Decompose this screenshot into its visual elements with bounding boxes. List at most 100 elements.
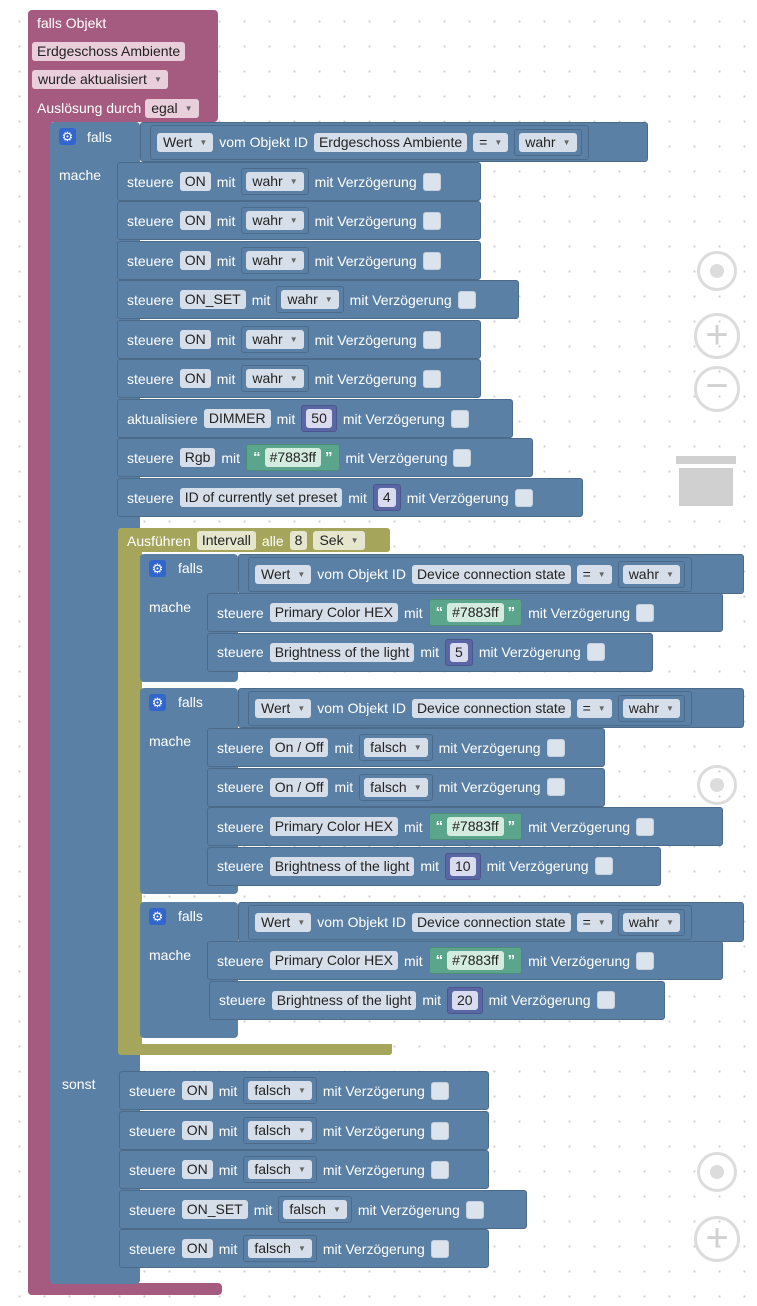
compare-block[interactable]: Wert ▼ vom Objekt ID Device connection stat…: [248, 690, 692, 726]
value-type-dropdown[interactable]: Wert ▼: [255, 564, 312, 584]
bool-dropdown[interactable]: wahr ▼: [519, 132, 577, 152]
string-value[interactable]: #7883ff: [447, 817, 504, 836]
main-if-condition[interactable]: Wert ▼ vom Objekt ID Erdgeschoss Ambiente…: [140, 122, 648, 162]
delay-checkbox[interactable]: [453, 448, 472, 467]
bool-dropdown[interactable]: wahr ▼: [622, 698, 680, 718]
number-block[interactable]: 50: [301, 405, 337, 432]
operator-dropdown[interactable]: = ▼: [576, 912, 612, 932]
bool-block[interactable]: falsch ▼: [243, 1156, 317, 1183]
operator-dropdown[interactable]: = ▼: [576, 564, 612, 584]
trigger-source-dropdown[interactable]: egal ▼: [145, 99, 199, 118]
inner-if-condition[interactable]: Wert ▼ vom Objekt ID Device connection stat…: [238, 554, 744, 594]
target-object[interactable]: ON: [179, 369, 211, 388]
action-block[interactable]: steuere ON mit wahr ▼ mit Verzögerung: [117, 201, 481, 240]
object-id-value[interactable]: Erdgeschoss Ambiente: [313, 132, 468, 152]
delay-checkbox[interactable]: [430, 1239, 449, 1258]
string-value[interactable]: #7883ff: [264, 448, 322, 467]
bool-block[interactable]: wahr ▼: [514, 128, 582, 156]
bool-block[interactable]: falsch ▼: [278, 1196, 352, 1223]
action-block[interactable]: steuere Brightness of the light mit 20 mit V…: [209, 980, 665, 1020]
string-block[interactable]: “#7883ff”: [428, 599, 523, 626]
bool-dropdown[interactable]: wahr ▼: [281, 290, 339, 309]
recenter-icon[interactable]: [697, 1152, 737, 1192]
bool-block[interactable]: falsch ▼: [243, 1117, 317, 1144]
bool-block[interactable]: wahr ▼: [617, 908, 685, 936]
number-block[interactable]: 5: [445, 638, 473, 666]
target-object[interactable]: Primary Color HEX: [269, 817, 398, 836]
compare-block[interactable]: Wert ▼ vom Objekt ID Erdgeschoss Ambiente…: [150, 124, 589, 160]
target-object[interactable]: ON: [179, 172, 211, 191]
target-object[interactable]: ID of currently set preset: [179, 488, 343, 507]
action-block[interactable]: steuere Primary Color HEX mit “#7883ff” mit …: [207, 807, 723, 846]
target-object[interactable]: ON: [181, 1239, 213, 1258]
bool-dropdown[interactable]: falsch ▼: [364, 777, 428, 797]
interval-unit-dropdown[interactable]: Sek ▼: [313, 531, 365, 550]
recenter-icon[interactable]: [697, 251, 737, 291]
bool-block[interactable]: falsch ▼: [243, 1235, 317, 1262]
value-type-dropdown[interactable]: Wert ▼: [157, 132, 214, 152]
trigger-object[interactable]: Erdgeschoss Ambiente: [32, 42, 186, 61]
bool-block[interactable]: wahr ▼: [241, 365, 309, 392]
gear-icon[interactable]: ⚙: [149, 908, 166, 925]
bool-block[interactable]: wahr ▼: [241, 326, 309, 353]
bool-dropdown[interactable]: falsch ▼: [248, 1160, 312, 1179]
bool-block[interactable]: wahr ▼: [241, 247, 309, 274]
bool-block[interactable]: wahr ▼: [241, 207, 309, 234]
bool-dropdown[interactable]: wahr ▼: [246, 211, 304, 230]
target-object[interactable]: ON: [179, 330, 211, 349]
delay-checkbox[interactable]: [636, 951, 655, 970]
value-type-dropdown[interactable]: Wert ▼: [255, 912, 312, 932]
object-id-value[interactable]: Device connection state: [411, 564, 571, 584]
target-object[interactable]: ON: [179, 211, 211, 230]
target-object[interactable]: ON: [179, 251, 211, 270]
delay-checkbox[interactable]: [546, 738, 565, 757]
interval-count[interactable]: 8: [289, 531, 308, 550]
bool-block[interactable]: wahr ▼: [617, 694, 685, 722]
action-block[interactable]: steuere ON mit falsch ▼ mit Verzögerung: [119, 1111, 489, 1150]
delay-checkbox[interactable]: [422, 211, 441, 230]
action-block[interactable]: aktualisiere DIMMER mit 50 mit Verzögerung: [117, 399, 513, 438]
action-block[interactable]: steuere ON mit falsch ▼ mit Verzögerung: [119, 1229, 489, 1268]
delay-checkbox[interactable]: [430, 1081, 449, 1100]
number-value[interactable]: 10: [450, 856, 476, 876]
action-block[interactable]: steuere ON mit wahr ▼ mit Verzögerung: [117, 241, 481, 280]
delay-checkbox[interactable]: [586, 643, 605, 661]
bool-dropdown[interactable]: falsch ▼: [283, 1200, 347, 1219]
action-block[interactable]: steuere ON_SET mit falsch ▼ mit Verzögerung: [119, 1190, 527, 1229]
action-block[interactable]: steuere Primary Color HEX mit “#7883ff” mit …: [207, 593, 723, 632]
number-block[interactable]: 4: [372, 484, 401, 511]
string-block[interactable]: “#7883ff”: [428, 947, 523, 974]
delay-checkbox[interactable]: [422, 330, 441, 349]
action-block[interactable]: steuere ON_SET mit wahr ▼ mit Verzögerung: [117, 280, 519, 319]
object-id-value[interactable]: Device connection state: [411, 912, 571, 932]
target-object[interactable]: ON_SET: [179, 290, 246, 309]
delay-checkbox[interactable]: [422, 172, 441, 191]
delay-checkbox[interactable]: [636, 603, 655, 622]
target-object[interactable]: ON: [181, 1160, 213, 1179]
delay-checkbox[interactable]: [465, 1200, 484, 1219]
action-block[interactable]: steuere ON mit wahr ▼ mit Verzögerung: [117, 320, 481, 359]
target-object[interactable]: Primary Color HEX: [269, 603, 398, 622]
number-value[interactable]: 20: [452, 990, 478, 1010]
recenter-icon[interactable]: [697, 765, 737, 805]
gear-icon[interactable]: ⚙: [149, 694, 166, 711]
target-object[interactable]: Rgb: [179, 448, 216, 467]
operator-dropdown[interactable]: = ▼: [576, 698, 612, 718]
action-block[interactable]: steuere On / Off mit falsch ▼ mit Verzögerung: [207, 728, 605, 767]
bool-dropdown[interactable]: wahr ▼: [246, 330, 304, 349]
bool-block[interactable]: wahr ▼: [241, 168, 309, 195]
bool-block[interactable]: falsch ▼: [359, 734, 433, 761]
delay-checkbox[interactable]: [430, 1121, 449, 1140]
trash-icon[interactable]: [676, 452, 736, 508]
trigger-object-name[interactable]: Erdgeschoss Ambiente: [32, 42, 186, 61]
action-block[interactable]: steuere ON mit falsch ▼ mit Verzögerung: [119, 1071, 489, 1110]
delay-checkbox[interactable]: [450, 409, 469, 428]
bool-dropdown[interactable]: falsch ▼: [364, 738, 428, 757]
bool-dropdown[interactable]: falsch ▼: [248, 1239, 312, 1258]
action-block[interactable]: steuere ON mit wahr ▼ mit Verzögerung: [117, 359, 481, 398]
action-block[interactable]: steuere Primary Color HEX mit “#7883ff” mit …: [207, 941, 723, 980]
bool-dropdown[interactable]: wahr ▼: [246, 369, 304, 388]
bool-block[interactable]: wahr ▼: [276, 286, 344, 313]
gear-icon[interactable]: ⚙: [149, 560, 166, 577]
zoom-in-icon[interactable]: [694, 1216, 740, 1262]
